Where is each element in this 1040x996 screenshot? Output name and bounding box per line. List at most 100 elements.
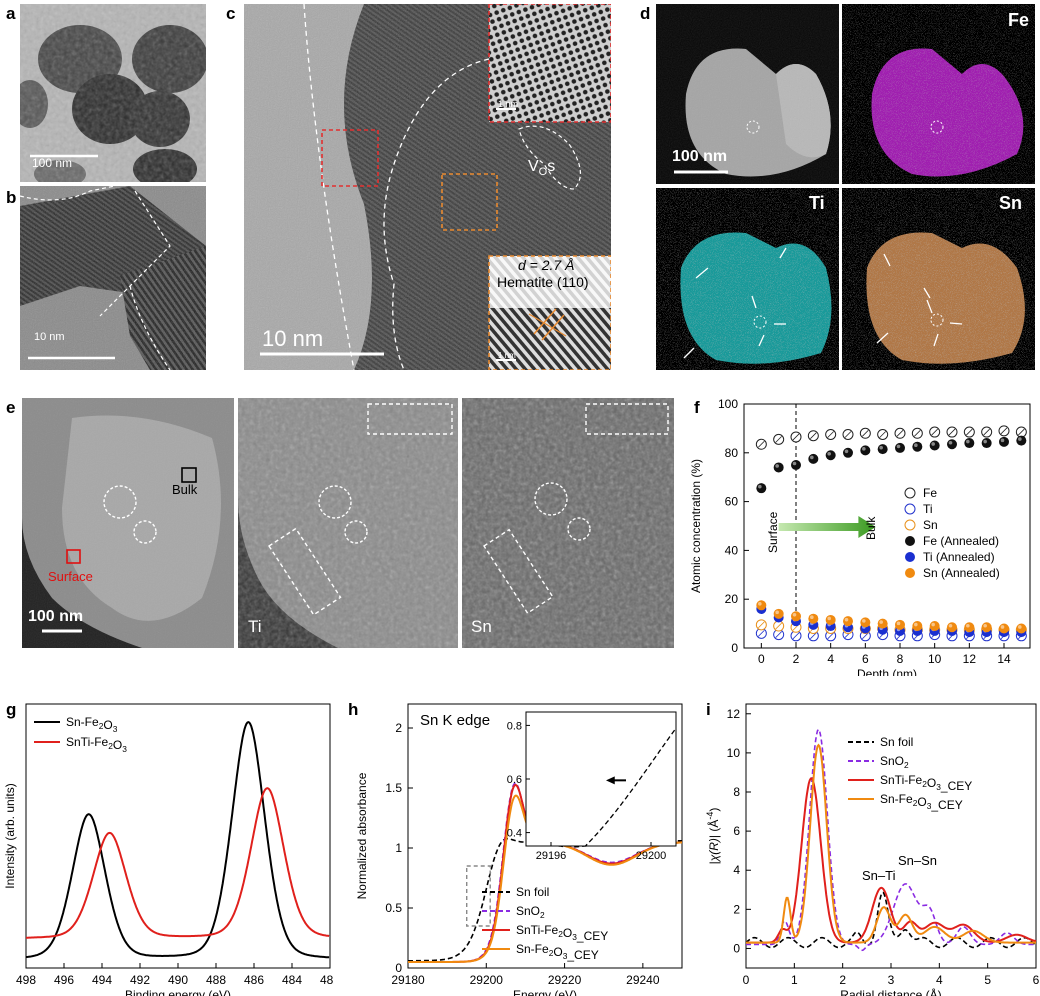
data-point bbox=[895, 442, 905, 453]
tick-label: 2 bbox=[395, 721, 402, 735]
legend-label: Sn foil bbox=[516, 885, 549, 899]
legend-label: Sn (Annealed) bbox=[923, 566, 1000, 580]
series-line bbox=[745, 891, 1037, 949]
data-point-hatch bbox=[862, 632, 869, 640]
legend-label: SnTi-Fe2O3 bbox=[66, 735, 127, 754]
panel-letter-c: c bbox=[226, 4, 236, 23]
tick-label: 5 bbox=[984, 973, 991, 987]
chart-h: 29180 29200 29220 29240 0 0.5 1 1.5 2 Energy (eV)… bbox=[355, 703, 683, 996]
data-point bbox=[808, 613, 819, 624]
data-point-hatch bbox=[1000, 427, 1008, 435]
panel-letter-h: h bbox=[348, 700, 359, 719]
data-point bbox=[929, 440, 940, 451]
data-point bbox=[947, 439, 957, 450]
data-point-hatch bbox=[931, 428, 938, 436]
data-point-hatch bbox=[966, 428, 973, 436]
data-point-shine bbox=[879, 445, 883, 450]
eds-map-fe bbox=[842, 4, 1035, 184]
data-point-shine bbox=[758, 602, 762, 606]
data-point bbox=[1016, 435, 1027, 446]
data-point bbox=[773, 608, 784, 619]
tick-label: 6 bbox=[1033, 973, 1040, 987]
data-point-shine bbox=[966, 439, 970, 444]
data-point-shine bbox=[775, 610, 779, 615]
tick-label: 20 bbox=[725, 592, 739, 606]
tick-label: 0.4 bbox=[507, 828, 522, 840]
legend-marker bbox=[904, 503, 916, 515]
hrtem-image-b bbox=[20, 186, 206, 370]
sn-ti-label: Sn–Ti bbox=[862, 868, 896, 883]
tick-label: 2 bbox=[793, 652, 800, 666]
data-point-shine bbox=[896, 444, 901, 449]
tick-label: 29180 bbox=[391, 973, 425, 987]
tick-label: 8 bbox=[733, 785, 740, 799]
tick-label: 1 bbox=[395, 841, 402, 855]
tick-label: 12 bbox=[963, 652, 977, 666]
tick-label: 0 bbox=[743, 973, 750, 987]
data-point-hatch bbox=[758, 440, 765, 448]
data-point bbox=[912, 621, 923, 632]
surface-to-bulk-arrow bbox=[778, 516, 876, 538]
data-point-shine bbox=[758, 484, 762, 489]
plot-frame bbox=[407, 703, 683, 969]
y-axis-label: Intensity (arb. units) bbox=[3, 783, 17, 888]
legend-label: Ti (Annealed) bbox=[923, 550, 995, 564]
data-point-hatch bbox=[862, 429, 869, 437]
legend-label: Sn-Fe2O3_CEY bbox=[880, 792, 963, 812]
series-line bbox=[26, 787, 330, 939]
data-point-shine bbox=[810, 455, 814, 460]
eds-label-sn: Sn bbox=[999, 193, 1023, 213]
panel-letter-f: f bbox=[694, 398, 700, 417]
plot-frame bbox=[743, 403, 1031, 649]
data-point bbox=[825, 614, 836, 625]
data-point bbox=[964, 622, 975, 633]
tick-label: 1 bbox=[791, 973, 798, 987]
data-point bbox=[773, 462, 784, 473]
shift-arrow-head bbox=[606, 776, 615, 785]
data-point bbox=[791, 460, 801, 470]
eds-map-ti bbox=[656, 188, 839, 370]
legend-label: Sn-Fe2O3_CEY bbox=[516, 942, 599, 962]
tick-label: 0.5 bbox=[385, 901, 402, 915]
y-axis-label: Atomic concentration (%) bbox=[689, 459, 703, 593]
data-point bbox=[791, 611, 801, 622]
tick-label: 0 bbox=[733, 941, 740, 955]
tick-label: 494 bbox=[92, 973, 112, 987]
scale-bar-a: 100 nm bbox=[32, 156, 73, 170]
data-point bbox=[756, 600, 767, 611]
tick-label: 498 bbox=[16, 973, 36, 987]
data-point-shine bbox=[914, 443, 918, 447]
tick-label: 482 bbox=[320, 973, 334, 987]
data-point-hatch bbox=[758, 630, 765, 637]
chart-f: 0 2 4 6 8 10 12 14 0 20 40 60 80 100 Depth (nm) Atomic … bbox=[689, 397, 1031, 676]
data-point-shine bbox=[844, 617, 849, 622]
data-point bbox=[964, 438, 975, 449]
data-point-hatch bbox=[844, 431, 852, 438]
data-point-hatch bbox=[775, 631, 782, 638]
data-point bbox=[808, 453, 819, 464]
tick-label: 0.8 bbox=[507, 720, 522, 732]
data-point-shine bbox=[948, 440, 953, 445]
data-point-hatch bbox=[879, 431, 886, 438]
tick-label: 29200 bbox=[636, 850, 667, 862]
data-point-hatch bbox=[775, 436, 782, 443]
data-point bbox=[825, 450, 836, 461]
data-point-hatch bbox=[948, 428, 956, 436]
data-point-shine bbox=[862, 619, 866, 623]
data-point bbox=[860, 617, 871, 628]
tick-label: 29200 bbox=[470, 973, 504, 987]
eds-label-fe: Fe bbox=[1008, 10, 1030, 30]
tick-label: 14 bbox=[997, 652, 1011, 666]
legend-marker bbox=[905, 552, 915, 562]
tick-label: 80 bbox=[725, 446, 739, 460]
inset-series-line bbox=[526, 875, 676, 925]
surface-arrow-label: Surface bbox=[766, 511, 780, 553]
tick-label: 4 bbox=[936, 973, 943, 987]
series-line bbox=[746, 743, 1036, 944]
data-point-shine bbox=[914, 622, 918, 627]
tick-label: 100 bbox=[718, 397, 738, 411]
data-point bbox=[860, 445, 871, 456]
legend-label: Ti bbox=[923, 502, 933, 516]
data-point-shine bbox=[810, 615, 814, 620]
